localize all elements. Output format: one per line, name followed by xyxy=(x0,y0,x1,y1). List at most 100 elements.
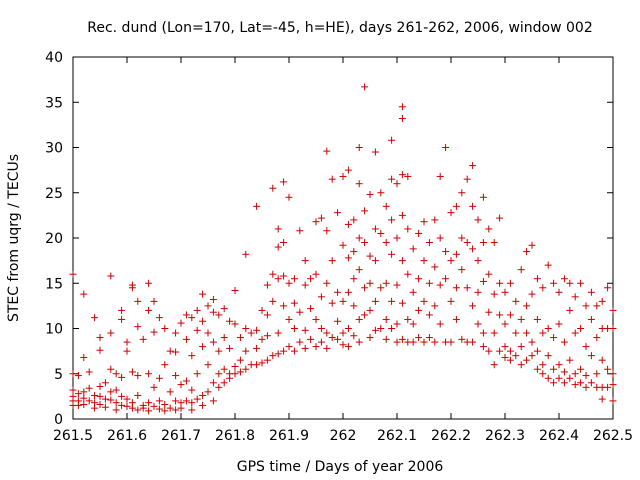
data-point xyxy=(96,346,104,354)
data-point xyxy=(431,338,439,346)
data-point xyxy=(161,407,169,415)
y-axis-title: STEC from uqrg / TECUs xyxy=(6,154,22,322)
plot-frame xyxy=(72,56,614,420)
y-tick-label: 30 xyxy=(45,141,63,157)
data-point xyxy=(539,329,547,337)
data-point xyxy=(398,103,406,111)
data-point xyxy=(107,329,115,337)
data-point xyxy=(231,370,239,378)
data-point xyxy=(593,370,601,378)
data-point xyxy=(182,377,190,385)
data-point xyxy=(463,175,471,183)
data-point xyxy=(436,172,444,180)
data-point xyxy=(231,286,239,294)
data-point xyxy=(155,405,163,413)
data-point xyxy=(139,404,147,412)
data-point xyxy=(350,275,358,283)
data-point xyxy=(560,368,568,376)
data-point xyxy=(101,379,109,387)
data-point xyxy=(80,290,88,298)
data-point xyxy=(344,220,352,228)
data-point xyxy=(269,352,277,360)
data-point xyxy=(215,370,223,378)
data-point xyxy=(523,302,531,310)
data-point xyxy=(479,277,487,285)
data-point xyxy=(123,395,131,403)
data-point xyxy=(193,395,201,403)
data-point xyxy=(74,401,82,409)
data-point xyxy=(458,266,466,274)
data-point xyxy=(150,328,158,336)
data-point xyxy=(307,305,315,313)
data-point xyxy=(560,379,568,387)
data-point xyxy=(512,297,520,305)
data-point xyxy=(361,311,369,319)
data-point xyxy=(544,352,552,360)
data-point xyxy=(123,338,131,346)
data-point xyxy=(107,388,115,396)
data-point xyxy=(101,395,109,403)
data-point xyxy=(355,266,363,274)
data-point xyxy=(469,162,477,170)
data-point xyxy=(296,338,304,346)
data-point xyxy=(528,352,536,360)
data-point xyxy=(226,374,234,382)
x-tick-label: 262.5 xyxy=(593,428,633,444)
data-point xyxy=(604,383,612,391)
data-point xyxy=(420,297,428,305)
data-point xyxy=(425,334,433,342)
data-point xyxy=(334,209,342,217)
data-point xyxy=(506,347,514,355)
data-point xyxy=(285,343,293,351)
data-point xyxy=(209,308,217,316)
data-point xyxy=(263,356,271,364)
data-point xyxy=(74,390,82,398)
y-tick-label: 40 xyxy=(45,50,63,66)
data-point xyxy=(334,288,342,296)
data-point xyxy=(382,279,390,287)
data-point xyxy=(469,302,477,310)
data-point xyxy=(388,216,396,224)
data-point xyxy=(609,370,617,378)
data-point xyxy=(501,320,509,328)
data-point xyxy=(415,306,423,314)
data-point xyxy=(463,239,471,247)
data-point xyxy=(177,381,185,389)
data-point xyxy=(215,311,223,319)
data-point xyxy=(85,368,93,376)
data-point xyxy=(339,341,347,349)
data-point xyxy=(280,347,288,355)
data-point xyxy=(609,306,617,314)
data-point xyxy=(587,352,595,360)
data-point xyxy=(490,329,498,337)
data-point xyxy=(91,391,99,399)
data-point xyxy=(236,334,244,342)
data-point xyxy=(317,338,325,346)
data-point xyxy=(145,279,153,287)
data-point xyxy=(193,326,201,334)
data-point xyxy=(555,361,563,369)
data-point xyxy=(425,311,433,319)
data-point xyxy=(550,365,558,373)
data-point xyxy=(609,381,617,389)
data-point xyxy=(582,372,590,380)
data-point xyxy=(220,365,228,373)
data-point xyxy=(280,178,288,186)
data-point xyxy=(539,284,547,292)
data-point xyxy=(204,361,212,369)
x-tick-label: 261.5 xyxy=(53,428,93,444)
data-point xyxy=(317,325,325,332)
x-tick-label: 262.2 xyxy=(431,428,471,444)
data-point xyxy=(317,293,325,301)
data-point xyxy=(253,202,261,210)
data-point xyxy=(447,338,455,346)
x-tick-label: 261.8 xyxy=(215,428,255,444)
data-point xyxy=(139,335,147,343)
data-point xyxy=(382,202,390,210)
data-point xyxy=(328,334,336,342)
data-point xyxy=(571,381,579,389)
data-point xyxy=(469,202,477,210)
x-tick-label: 261.9 xyxy=(269,428,309,444)
data-point xyxy=(258,335,266,343)
